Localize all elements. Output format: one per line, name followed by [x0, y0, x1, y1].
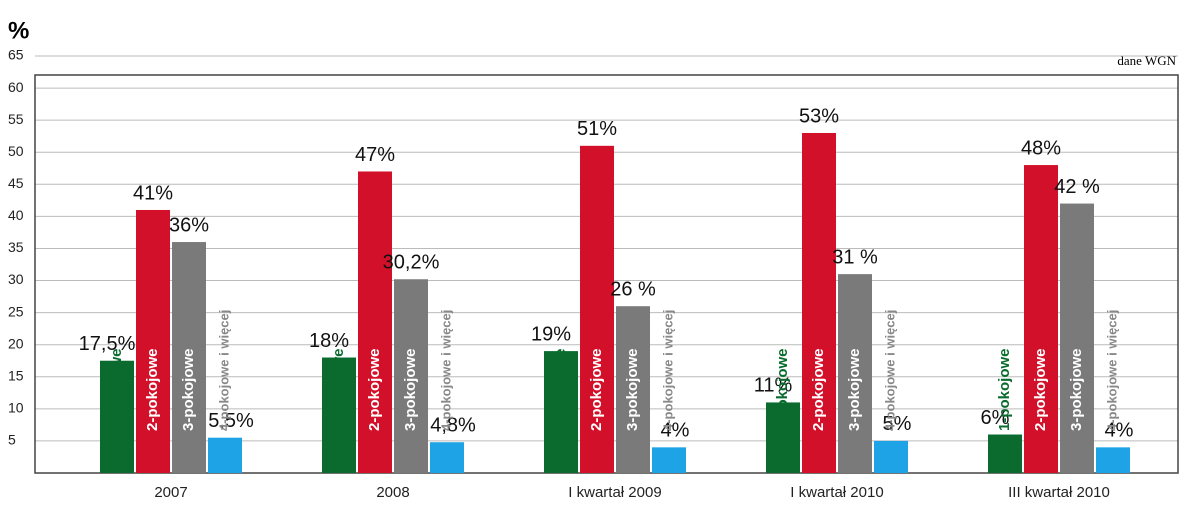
- data-label: 18%: [309, 330, 349, 352]
- data-label: 42 %: [1054, 176, 1100, 198]
- series-name: 2-pokojowe: [810, 348, 827, 431]
- bar: [874, 440, 908, 473]
- series-name: 4-pokojowe i więcej: [882, 310, 897, 431]
- series-name: 3-pokojowe: [1068, 348, 1085, 431]
- bar: [1060, 203, 1094, 474]
- x-tick-label: 2008: [376, 484, 409, 501]
- y-tick-label: 30: [8, 271, 24, 287]
- y-axis-label: %: [8, 17, 29, 44]
- bar: [766, 402, 800, 473]
- bar: [1024, 165, 1058, 474]
- data-label: 48%: [1021, 137, 1061, 159]
- x-tick-label: III kwartał 2010: [1008, 484, 1110, 501]
- data-label: 4%: [1105, 420, 1134, 442]
- data-label: 19%: [531, 323, 571, 345]
- y-tick-label: 10: [8, 400, 24, 416]
- bar: [358, 171, 392, 473]
- bar: [1096, 447, 1130, 473]
- data-label: 53%: [799, 105, 839, 127]
- bar: [652, 447, 686, 473]
- bar: [616, 306, 650, 473]
- y-tick-label: 20: [8, 335, 24, 351]
- y-tick-label: 50: [8, 143, 24, 159]
- series-name: 3-pokojowe: [624, 348, 641, 431]
- y-tick-label: 35: [8, 239, 24, 255]
- bar: [172, 242, 206, 473]
- y-tick-label: 60: [8, 79, 24, 95]
- bar: [544, 351, 578, 473]
- series-name: 3-pokojowe: [180, 348, 197, 431]
- data-label: 5,5%: [208, 410, 254, 432]
- series-name: 3-pokojowe: [846, 348, 863, 431]
- bar: [136, 209, 170, 473]
- bar: [988, 434, 1022, 473]
- series-name: 4-pokojowe i więcej: [216, 310, 231, 431]
- series-name: 2-pokojowe: [366, 348, 383, 431]
- x-tick-label: I kwartał 2009: [568, 484, 661, 501]
- data-label: 26 %: [610, 278, 656, 300]
- bar: [322, 357, 356, 473]
- bar: [430, 442, 464, 473]
- data-label: 6%: [981, 407, 1010, 429]
- data-label: 31 %: [832, 246, 878, 268]
- series-name: 4-pokojowe i więcej: [1104, 310, 1119, 431]
- y-tick-label: 45: [8, 175, 24, 191]
- bar: [580, 145, 614, 474]
- series-name: 4-pokojowe i więcej: [660, 310, 675, 431]
- data-label: 5%: [883, 413, 912, 435]
- x-tick-label: 2007: [154, 484, 187, 501]
- data-label: 4%: [661, 420, 690, 442]
- series-name: 1-pokojowe: [996, 348, 1013, 431]
- bar: [100, 360, 134, 473]
- data-label: 47%: [355, 144, 395, 166]
- data-label: 11%: [754, 375, 793, 397]
- x-tick-label: I kwartał 2010: [790, 484, 883, 501]
- bar: [208, 437, 242, 473]
- bar: [394, 279, 428, 473]
- y-tick-label: 65: [8, 47, 24, 63]
- source-note: dane WGN: [1117, 53, 1176, 68]
- series-name: 1-pokojowe: [774, 348, 791, 431]
- y-tick-label: 40: [8, 207, 24, 223]
- series-name: 1-pokojowe: [330, 348, 347, 431]
- y-tick-label: 25: [8, 303, 24, 319]
- data-label: 4,8%: [430, 414, 476, 436]
- data-label: 41%: [133, 182, 173, 204]
- bar: [838, 274, 872, 473]
- bar: [802, 132, 836, 473]
- series-name: 1-pokojowe: [108, 348, 125, 431]
- data-label: 17,5%: [79, 333, 136, 355]
- series-name: 2-pokojowe: [1032, 348, 1049, 431]
- y-tick-label: 15: [8, 367, 24, 383]
- series-name: 2-pokojowe: [144, 348, 161, 431]
- series-name: 1-pokojowe: [552, 348, 569, 431]
- data-label: 36%: [169, 214, 209, 236]
- y-tick-label: 55: [8, 111, 24, 127]
- data-label: 51%: [577, 118, 617, 140]
- data-label: 30,2%: [383, 252, 440, 274]
- series-name: 3-pokojowe: [402, 348, 419, 431]
- series-name: 4-pokojowe i więcej: [438, 310, 453, 431]
- series-name: 2-pokojowe: [588, 348, 605, 431]
- y-tick-label: 5: [8, 432, 16, 448]
